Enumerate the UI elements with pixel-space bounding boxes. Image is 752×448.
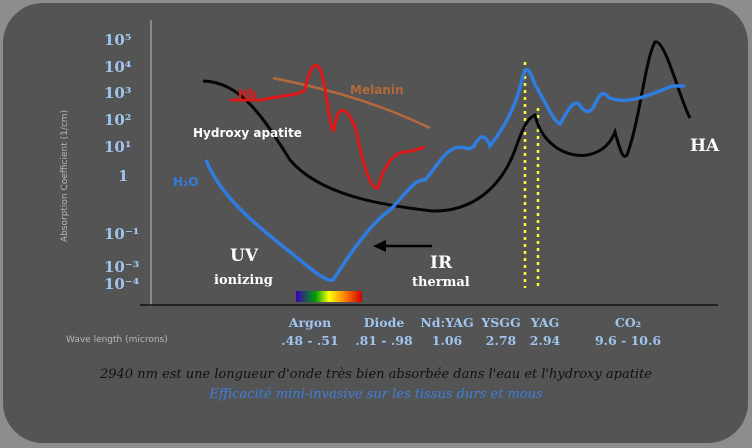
hb-curve [230,63,426,190]
y-tick-label: 10⁵ [104,31,131,49]
series-label-ha: HA [690,136,720,156]
y-axis-title: Absorption Coefficient (1/cm) [60,110,70,242]
wavelength-range: 9.6 - 10.6 [595,333,661,348]
wavelength-name: Nd:YAG [420,315,473,330]
wavelength-name: Diode [364,315,405,330]
hydroxy-apatite-curve [202,40,692,213]
wavelength-name: CO₂ [615,315,641,330]
visible-spectrum-bar [296,291,362,302]
y-tick-label: 10³ [104,84,131,102]
caption-line-2: Efficacité mini-invasive sur les tissus … [208,387,543,402]
y-tick-label: 10⁻¹ [104,225,139,243]
wavelength-name: Argon [288,315,331,330]
ir-label: IR [430,253,453,273]
wavelength-labels: Argon .48 - .51 Diode .81 - .98 Nd:YAG 1… [281,315,661,348]
wavelength-range: 1.06 [432,333,463,348]
wavelength-name: YSGG [480,315,520,330]
melanin-curve [272,76,431,130]
series-label-melanin: Melanin [350,83,404,97]
ir-arrow [373,240,432,252]
uv-sublabel: ionizing [214,273,273,288]
x-axis-title: Wave length (microns) [66,335,168,345]
y-tick-label: 10⁻⁴ [104,275,140,293]
y-tick-label: 1 [118,167,128,185]
series-label-hb: Hb [238,87,257,101]
y-tick-labels: 10⁵ 10⁴ 10³ 10² 10¹ 1 10⁻¹ 10⁻³ 10⁻⁴ [104,31,140,293]
caption-line-1: 2940 nm est une longueur d'onde très bie… [99,367,652,382]
series-label-water: H₂O [173,175,199,189]
series-label-hydroxy-apatite: Hydroxy apatite [193,126,302,140]
wavelength-range: .81 - .98 [355,333,413,348]
uv-label: UV [230,246,259,266]
ir-sublabel: thermal [412,275,470,290]
y-tick-label: 10⁴ [104,58,132,76]
water-curve [204,67,685,282]
y-tick-label: 10¹ [104,138,131,156]
y-tick-label: 10² [104,111,131,129]
wavelength-name: YAG [530,315,560,330]
wavelength-range: .48 - .51 [281,333,338,348]
y-tick-label: 10⁻³ [104,258,139,276]
wavelength-range: 2.78 [486,333,517,348]
wavelength-range: 2.94 [530,333,561,348]
